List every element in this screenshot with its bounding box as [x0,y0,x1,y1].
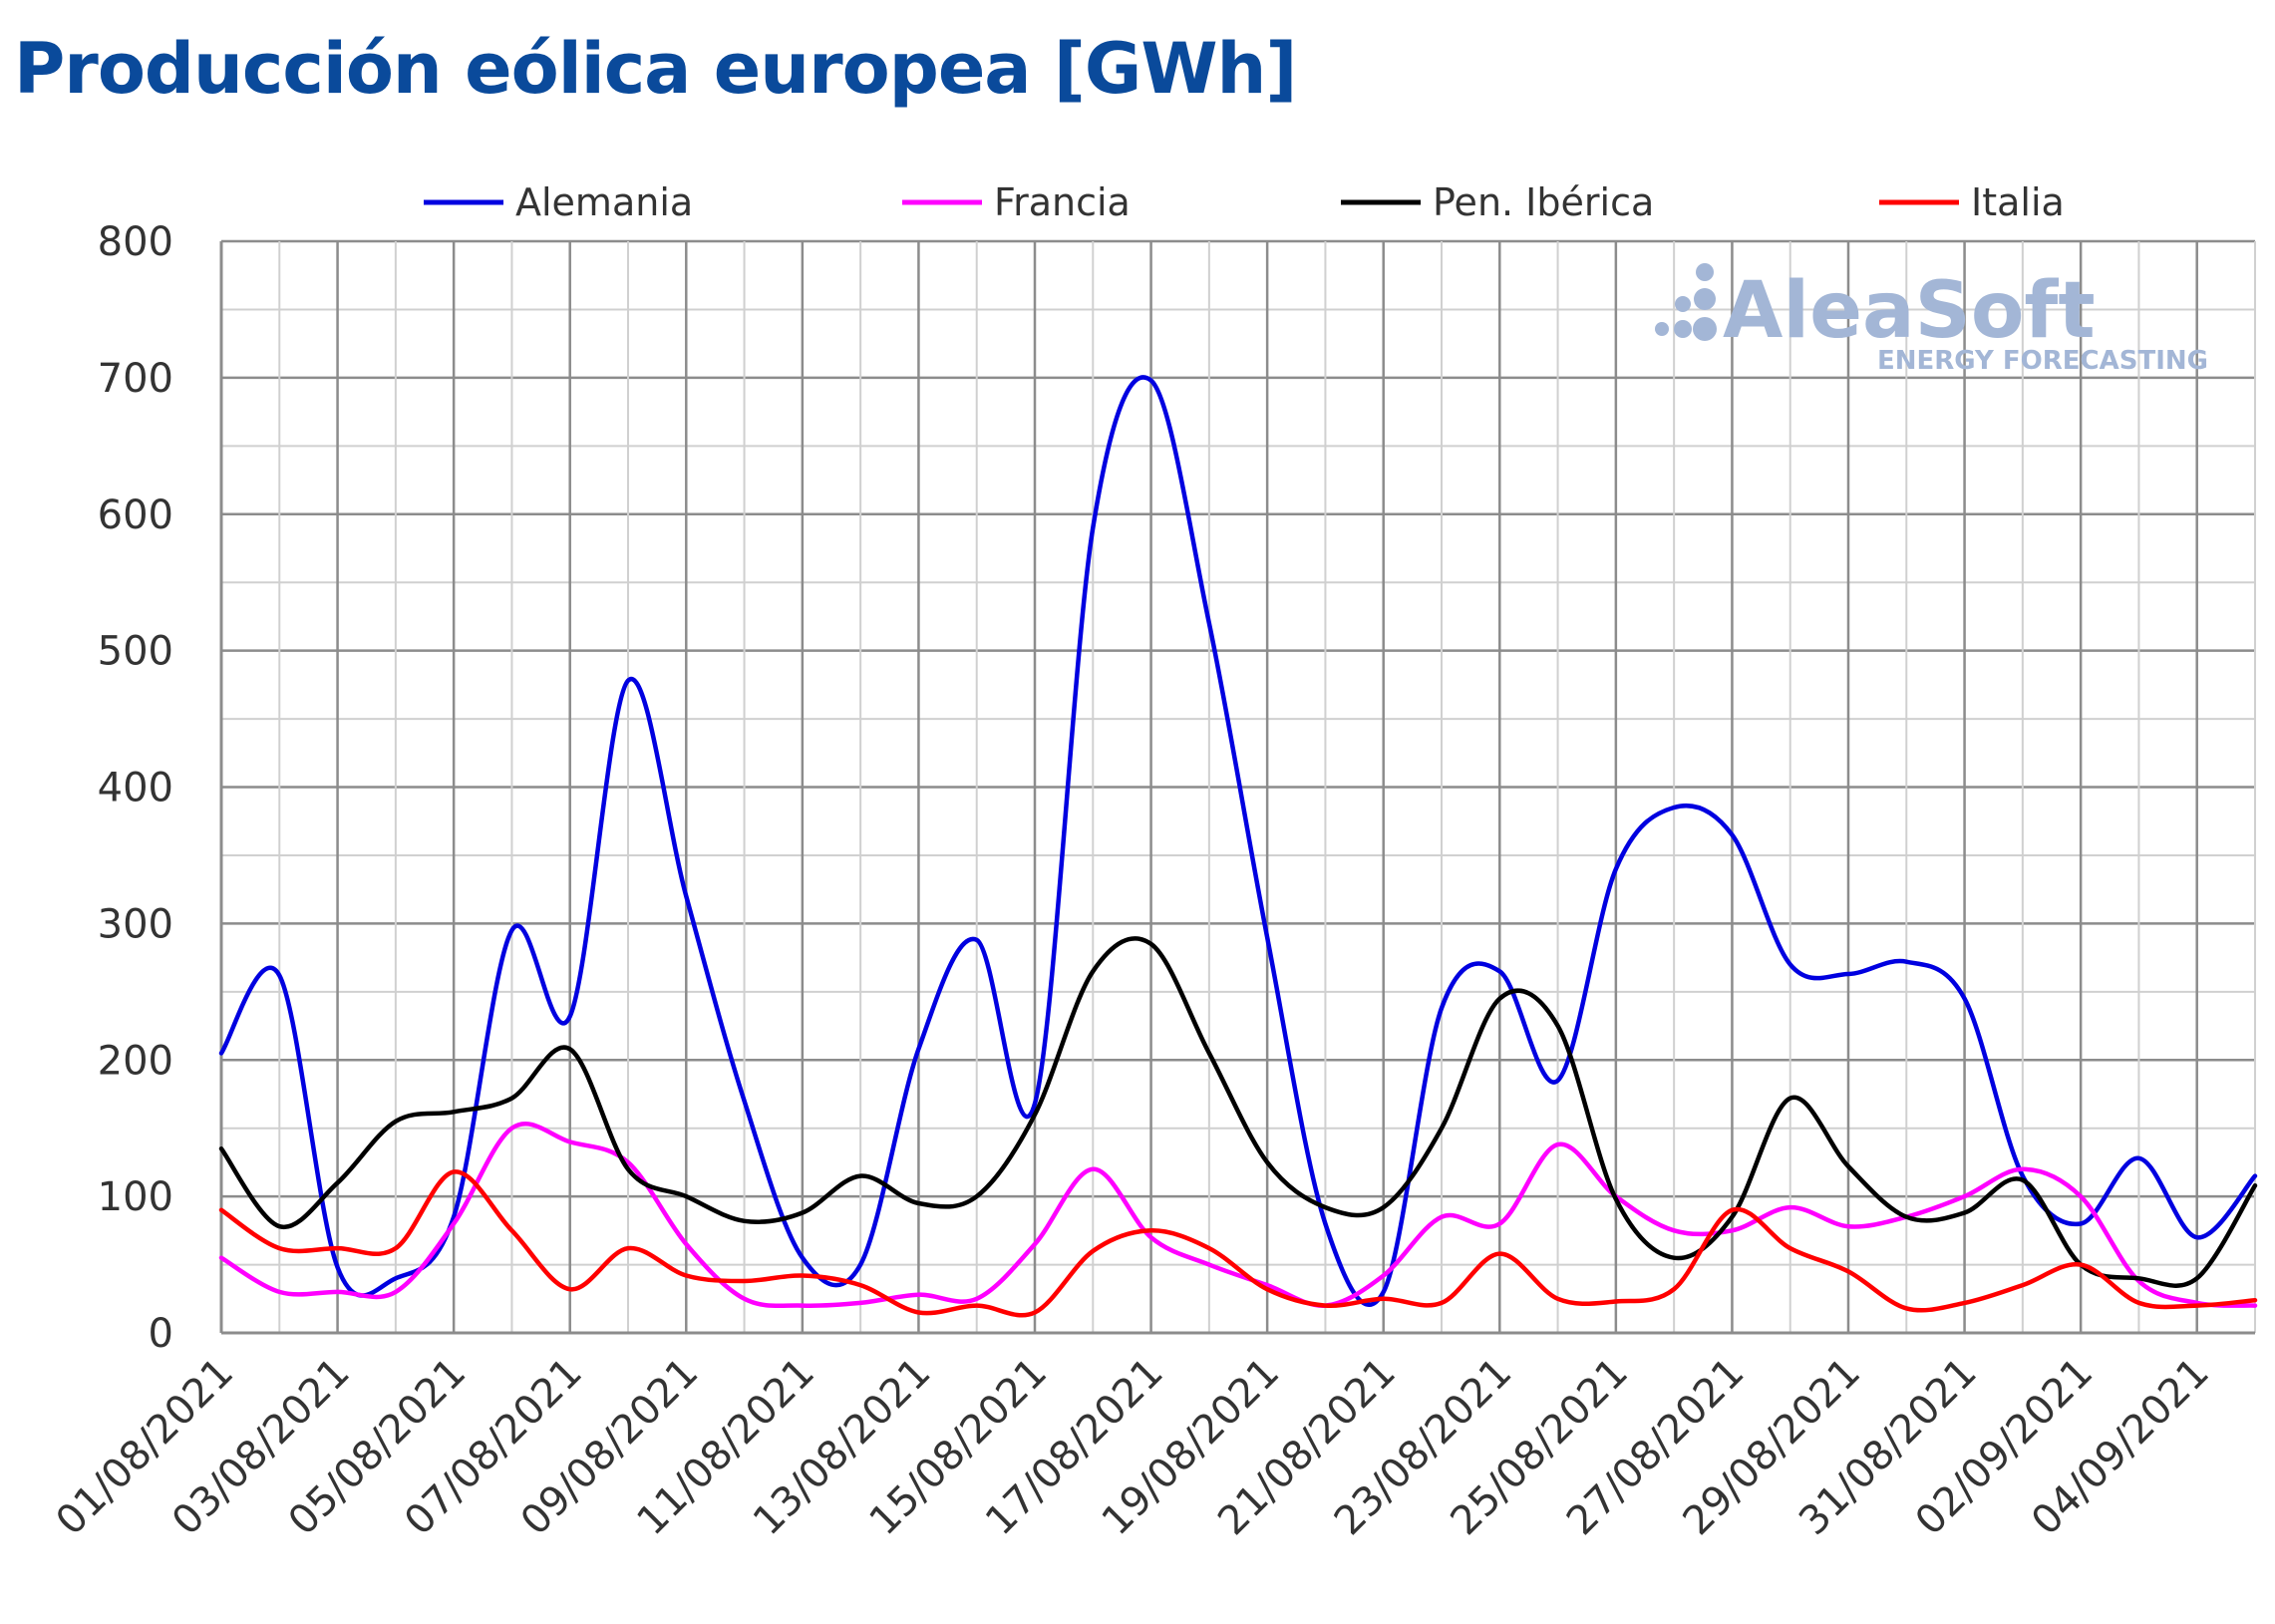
y-tick-label: 300 [98,901,173,947]
watermark-tagline: ENERGY FORECASTING [1877,346,2208,376]
series-line-italia [218,1169,2258,1318]
legend-label-alemania: Alemania [515,180,693,224]
aleasoft-logo-icon [1655,263,1717,341]
y-tick-label: 800 [98,219,173,265]
chart-title: Producción eólica europea [GWh] [14,28,1297,110]
y-tick-label: 600 [98,492,173,538]
legend-label-italia: Italia [1971,180,2065,224]
legend: Alemania Francia Pen. Ibérica Italia [424,180,2065,224]
grid-lines [219,239,2256,1335]
y-tick-label: 500 [98,629,173,675]
legend-label-pen-ib-rica: Pen. Ibérica [1433,180,1654,224]
series-line-pen-ib-rica [218,936,2258,1288]
watermark-brand: AleaSoft [1723,266,2096,356]
series-line-alemania [218,375,2258,1307]
y-tick-label: 100 [98,1174,173,1220]
y-tick-label: 400 [98,766,173,812]
y-tick-label: 200 [98,1038,173,1084]
legend-label-francia: Francia [994,180,1131,224]
y-tick-label: 0 [149,1311,173,1357]
aleasoft-watermark: AleaSoft ENERGY FORECASTING [1655,263,2208,376]
y-tick-label: 700 [98,356,173,402]
series-lines [218,375,2258,1318]
